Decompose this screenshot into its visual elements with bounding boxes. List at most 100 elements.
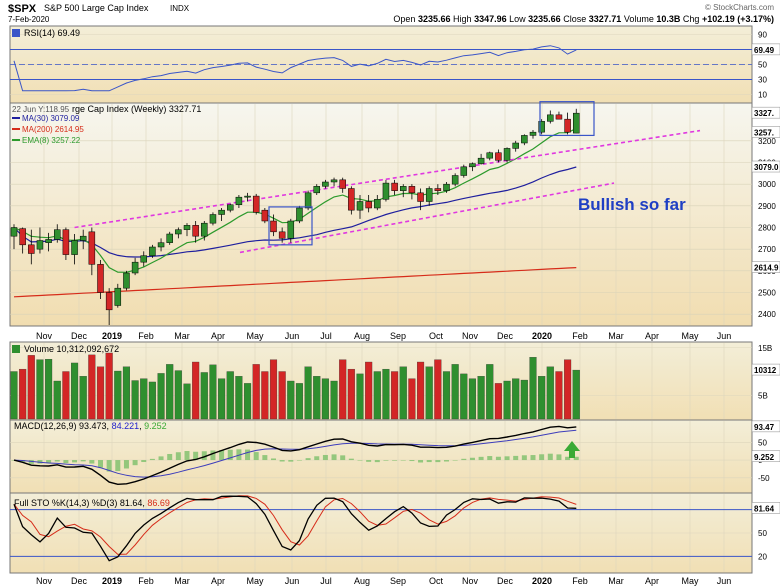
volume-legend-swatch (12, 345, 20, 353)
macd-histogram-bar (530, 455, 536, 461)
x-tick-label-price: 2019 (102, 331, 122, 341)
ema8-line (13, 127, 577, 273)
x-tick-label-price: Sep (390, 331, 406, 341)
macd-histogram-bar (418, 460, 424, 463)
candle-down (495, 152, 502, 161)
macd-line (13, 425, 577, 486)
x-tick-label-price: Jun (717, 331, 732, 341)
macd-histogram-bar (426, 460, 432, 463)
candle-down (252, 195, 260, 213)
candle-down (417, 192, 424, 202)
rsi-tick-label: 90 (758, 31, 767, 40)
x-tick-label-price: Mar (174, 331, 190, 341)
volume-bar (79, 376, 87, 420)
candle-down (348, 188, 355, 211)
candle-up (201, 222, 208, 237)
x-tick-label-bottom: 2019 (102, 576, 122, 586)
x-tick-label-bottom: 2020 (532, 576, 552, 586)
rsi-tick-label: 30 (758, 76, 767, 85)
candle-up (512, 142, 519, 149)
x-tick-label-price: May (246, 331, 264, 341)
price-tick-label: 3200 (758, 137, 776, 146)
x-tick-label-bottom: Oct (429, 576, 444, 586)
macd-histogram-bar (305, 458, 311, 461)
macd-histogram-bar (37, 460, 43, 464)
candle-up (123, 272, 130, 289)
volume-bar (321, 378, 329, 420)
price-tick-label: 2800 (758, 224, 776, 233)
x-tick-label-bottom: Nov (462, 576, 479, 586)
volume-bar (477, 376, 485, 420)
macd-histogram-bar (409, 460, 415, 462)
candle-down (62, 229, 70, 255)
macd-histogram-bar (452, 460, 458, 461)
volume-bar (339, 359, 347, 420)
candle-up (175, 229, 182, 235)
macd-histogram-bar (487, 456, 493, 461)
volume-bar (96, 366, 105, 420)
candle-up (573, 112, 580, 134)
x-tick-label-price: Oct (429, 331, 444, 341)
volume-bar (503, 380, 511, 420)
macd-histogram-bar (374, 460, 380, 463)
macd-histogram-bar (158, 456, 164, 461)
volume-bar (442, 371, 451, 420)
ma30-line (13, 166, 577, 258)
candle-up (538, 121, 545, 133)
volume-bar (278, 371, 286, 420)
volume-value-label: 10312 (754, 366, 777, 375)
volume-bar (434, 359, 442, 420)
macd-histogram-bar (366, 460, 372, 462)
candle-up (425, 188, 433, 202)
rsi-value-label: 69.49 (754, 46, 775, 55)
x-tick-label-bottom: Dec (71, 576, 88, 586)
volume-bar (174, 370, 182, 420)
x-tick-label-bottom: May (681, 576, 699, 586)
candle-up (400, 186, 407, 191)
exchange: INDX (170, 4, 190, 13)
macd-histogram-bar (435, 460, 441, 463)
x-tick-label-bottom: Jun (717, 576, 732, 586)
macd-legend: MACD(12,26,9) 93.473, 84.221, 9.252 (14, 421, 167, 431)
macd-histogram-bar (348, 458, 354, 461)
volume-bar (183, 383, 191, 420)
sto-tick-label: 20 (758, 552, 767, 561)
volume-bar (200, 372, 208, 420)
macd-value-box (751, 420, 780, 433)
price-legend-title: rge Cap Index (Weekly) 3327.71 (72, 104, 201, 114)
candle-down (261, 209, 269, 222)
volume-bar (19, 368, 27, 420)
x-tick-label-price: May (681, 331, 699, 341)
volume-bar (157, 373, 165, 420)
x-tick-label-price: Aug (354, 331, 370, 341)
volume-bar (235, 376, 243, 420)
volume-bar (494, 383, 502, 420)
chart-date: 7-Feb-2020 (8, 15, 50, 24)
volume-bar (140, 378, 148, 420)
candle-up (183, 225, 191, 230)
volume-bar (529, 357, 537, 420)
volume-bar (486, 364, 494, 420)
volume-bar (71, 362, 79, 420)
macd-histogram-bar (392, 460, 398, 461)
macd-tick-label: -50 (758, 474, 770, 483)
volume-bar (330, 380, 338, 420)
macd-histogram-bar (521, 455, 527, 461)
macd-histogram-bar (80, 460, 86, 462)
macd-histogram-bar (132, 460, 138, 466)
rsi-legend-swatch (12, 29, 20, 37)
index-name: S&P 500 Large Cap Index (44, 3, 149, 13)
volume-bar (192, 361, 200, 420)
x-tick-label-bottom: Feb (138, 576, 154, 586)
rsi-legend: RSI(14) 69.49 (24, 28, 80, 38)
macd-histogram-bar (314, 456, 320, 461)
candle-down (19, 228, 26, 246)
x-axis-price: Nov Dec 2019 Feb Mar Apr May Jun Jul Aug Sep Oct Nov… (36, 331, 731, 341)
candle-up (374, 199, 381, 209)
volume-group: Volume 10,312,092,672 (10, 344, 580, 420)
candle-up (131, 261, 139, 274)
macd-histogram-bar (495, 456, 501, 461)
volume-bar (382, 368, 390, 420)
volume-bar (209, 364, 217, 420)
macd-histogram-bar (547, 453, 553, 461)
